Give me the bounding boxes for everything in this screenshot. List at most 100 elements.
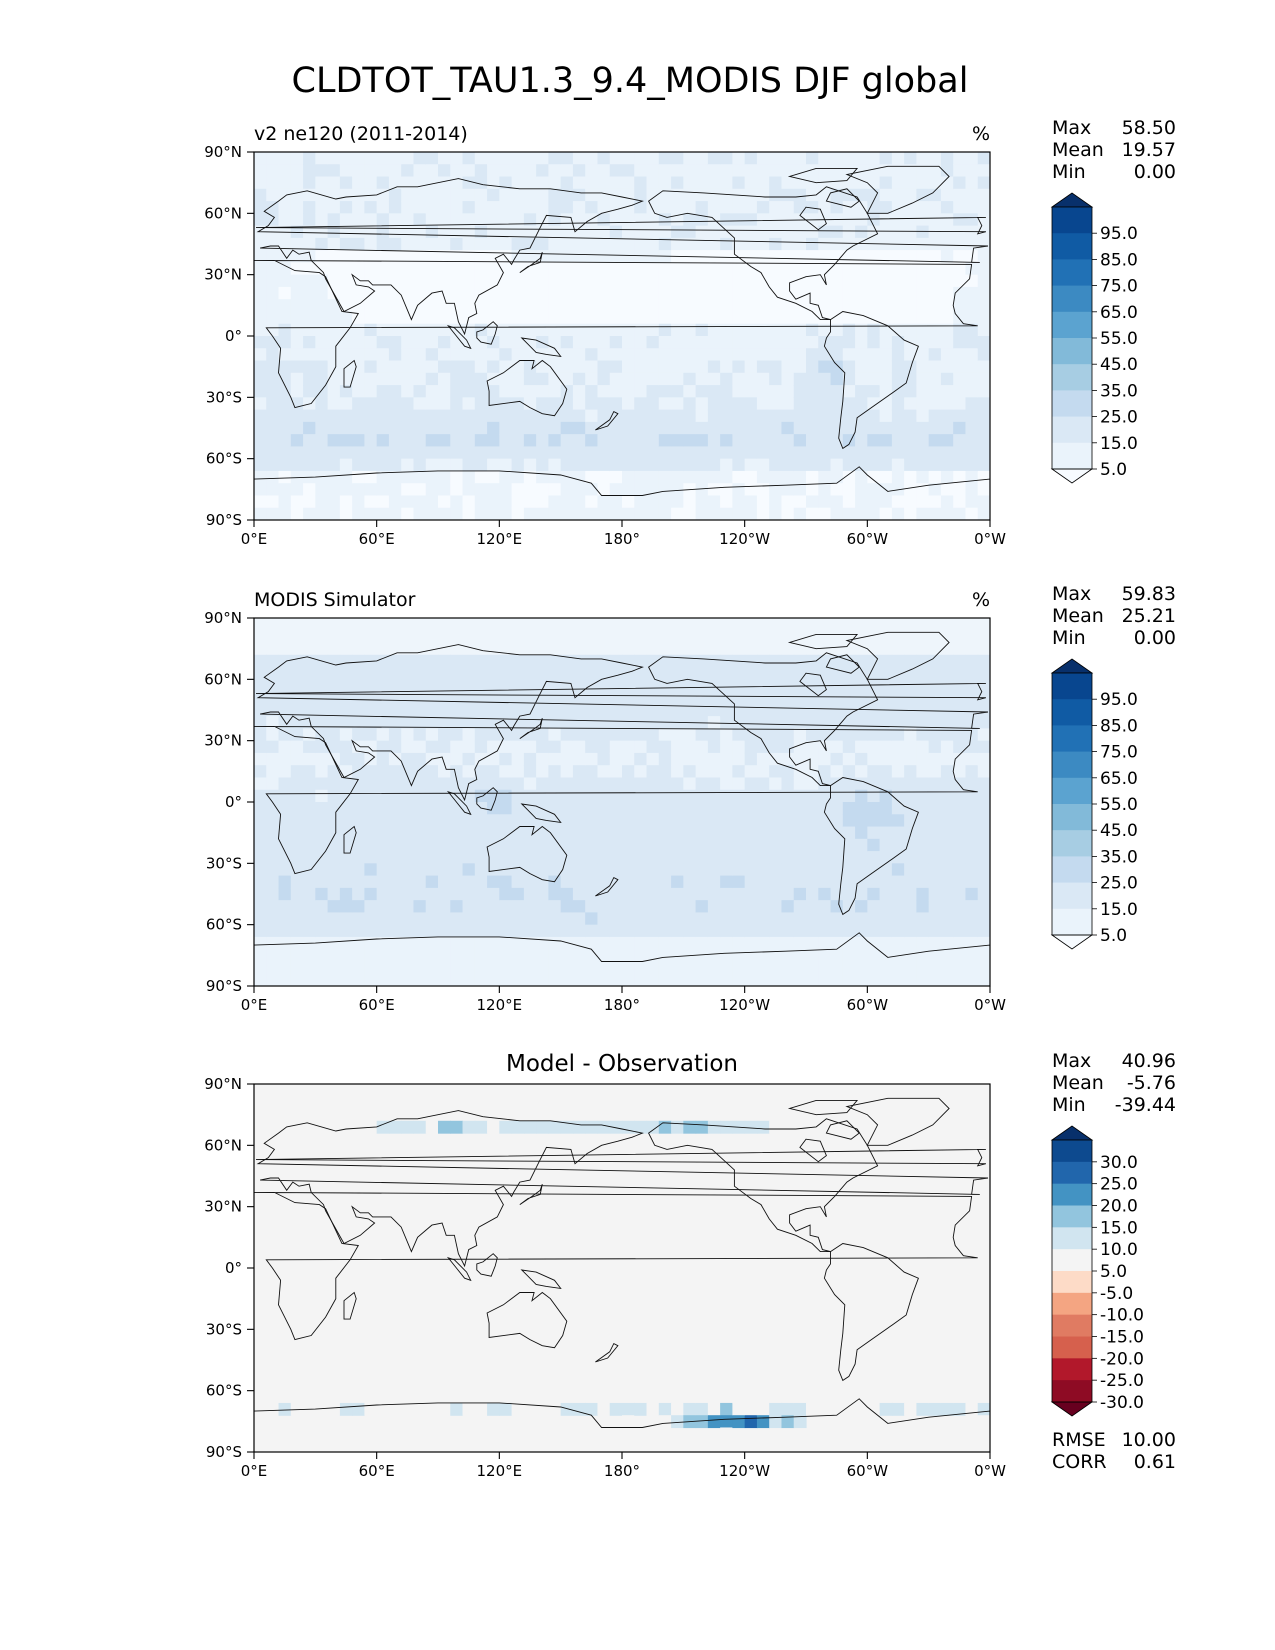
contour-cell: [928, 176, 942, 190]
contour-cell: [683, 765, 697, 779]
contour-cell: [266, 237, 280, 251]
contour-cell: [364, 385, 378, 398]
contour-cell: [474, 164, 488, 178]
contour-cell: [879, 262, 893, 276]
contour-cell: [438, 900, 451, 913]
contour-cell: [953, 924, 967, 938]
contour-cell: [499, 900, 513, 913]
contour-cell: [904, 250, 917, 263]
contour-cell: [450, 507, 464, 520]
contour-cell: [327, 458, 341, 472]
contour-cell: [867, 458, 881, 472]
contour-cell: [842, 936, 856, 950]
contour-cell: [450, 1120, 464, 1134]
contour-cell: [597, 434, 611, 447]
contour-cell: [806, 838, 819, 852]
colorbar-tick-label: 20.0: [1100, 1197, 1138, 1217]
contour-cell: [364, 814, 378, 828]
contour-cell: [965, 900, 979, 913]
contour-cell: [560, 470, 574, 484]
contour-cell: [940, 802, 954, 815]
contour-cell: [781, 740, 795, 754]
contour-cell: [855, 949, 868, 963]
contour-cell: [695, 777, 709, 791]
contour-cell: [413, 201, 427, 214]
contour-cell: [609, 372, 623, 386]
contour-cell: [609, 949, 623, 963]
contour-cell: [940, 679, 954, 693]
contour-cell: [720, 421, 733, 435]
contour-cell: [953, 164, 967, 178]
contour-cell: [254, 299, 267, 313]
contour-cell: [646, 826, 660, 840]
contour-cell: [842, 385, 856, 398]
contour-cell: [818, 961, 832, 975]
contour-cell: [278, 446, 292, 460]
contour-cell: [940, 434, 954, 447]
contour-cell: [965, 826, 979, 840]
contour-cell: [585, 814, 599, 828]
contour-cell: [940, 961, 954, 975]
contour-cell: [315, 336, 329, 349]
contour-cell: [523, 765, 537, 779]
contour-cell: [634, 924, 648, 938]
contour-cell: [879, 336, 893, 349]
y-tick-label: 60°N: [204, 670, 242, 688]
contour-cell: [254, 875, 267, 889]
contour-cell: [916, 887, 930, 901]
contour-cell: [622, 311, 635, 325]
contour-cell: [315, 716, 329, 729]
contour-cell: [732, 286, 746, 300]
contour-cell: [720, 814, 733, 828]
contour-cell: [376, 237, 390, 251]
contour-cell: [278, 483, 292, 497]
contour-cell: [830, 152, 844, 165]
contour-cell: [364, 360, 378, 374]
x-tick-label: 180°: [604, 530, 640, 548]
contour-cell: [609, 900, 623, 913]
contour-cell: [842, 201, 856, 214]
contour-cell: [597, 716, 611, 729]
contour-cell: [266, 250, 280, 263]
contour-cell: [744, 973, 758, 986]
colorbar-tick-label: -10.0: [1100, 1306, 1144, 1326]
contour-cell: [278, 973, 292, 986]
contour-cell: [585, 507, 599, 520]
contour-cell: [401, 483, 415, 497]
contour-cell: [634, 409, 648, 423]
contour-cell: [806, 458, 819, 472]
contour-cell: [965, 838, 979, 852]
contour-cell: [634, 703, 648, 717]
contour-cell: [622, 838, 635, 852]
contour-cell: [487, 912, 500, 926]
contour-cell: [683, 164, 697, 178]
contour-cell: [634, 654, 648, 668]
contour-cell: [707, 348, 721, 362]
contour-cell: [891, 188, 905, 202]
contour-cell: [904, 176, 917, 190]
contour-cell: [536, 716, 549, 729]
contour-cell: [388, 397, 402, 411]
contour-cell: [707, 470, 721, 484]
contour-cell: [572, 1329, 586, 1343]
contour-cell: [867, 274, 881, 288]
contour-cell: [744, 446, 758, 460]
contour-cell: [376, 470, 390, 484]
contour-cell: [953, 740, 967, 754]
contour-cell: [401, 949, 415, 963]
contour-cell: [388, 875, 402, 889]
contour-cell: [940, 740, 954, 754]
contour-cell: [425, 703, 439, 717]
contour-cell: [940, 323, 954, 337]
stat-label: Max: [1052, 583, 1091, 605]
contour-cell: [658, 434, 672, 447]
y-tick-label: 90°S: [206, 1443, 242, 1461]
y-tick-label: 30°S: [206, 1320, 242, 1338]
contour-cell: [327, 152, 341, 165]
colorbar-tick-label: -20.0: [1100, 1349, 1144, 1369]
contour-cell: [585, 691, 599, 705]
colorbar-segment: [1052, 259, 1092, 286]
contour-cell: [953, 716, 967, 729]
contour-cell: [523, 728, 537, 742]
coastline-hudson: [799, 206, 827, 231]
